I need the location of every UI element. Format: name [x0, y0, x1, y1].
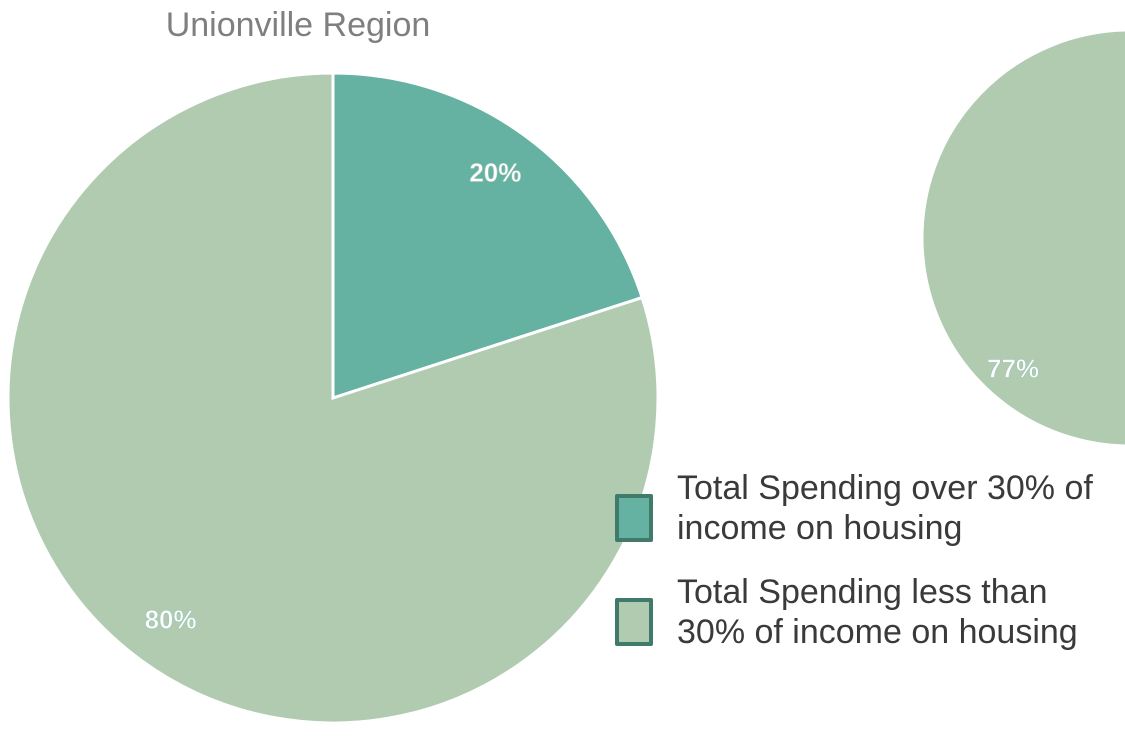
legend-label: Total Spending less than 30% of income o… [677, 573, 1078, 651]
pie-slice [920, 28, 1125, 448]
legend-swatch [615, 598, 653, 646]
data-label: 77% [987, 353, 1039, 383]
data-label: 20% [469, 157, 521, 187]
pie-slice [6, 71, 660, 725]
legend-item: Total Spending less than 30% of income o… [615, 572, 1125, 652]
legend-swatch [615, 494, 653, 542]
legend-item: Total Spending over 30% of income on hou… [615, 468, 1125, 548]
data-label: 80% [145, 604, 197, 634]
pie-slice [331, 71, 644, 401]
chart-title: Unionville Region [166, 6, 431, 44]
legend: Total Spending over 30% of income on hou… [615, 468, 1125, 676]
legend-label: Total Spending over 30% of income on hou… [677, 469, 1093, 547]
